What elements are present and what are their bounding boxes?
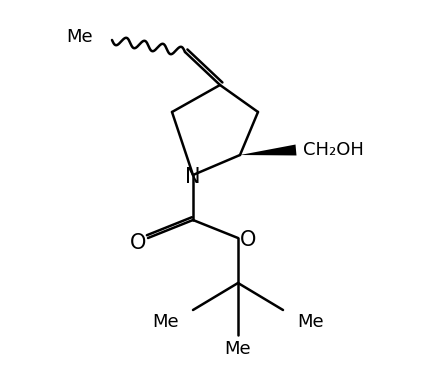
Text: Me: Me (225, 340, 251, 358)
Text: Me: Me (66, 28, 93, 46)
Text: Me: Me (153, 313, 179, 331)
Polygon shape (240, 144, 296, 156)
Text: Me: Me (297, 313, 324, 331)
Text: O: O (130, 233, 146, 253)
Text: O: O (240, 230, 256, 250)
Text: CH₂OH: CH₂OH (303, 141, 364, 159)
Text: N: N (185, 167, 201, 187)
